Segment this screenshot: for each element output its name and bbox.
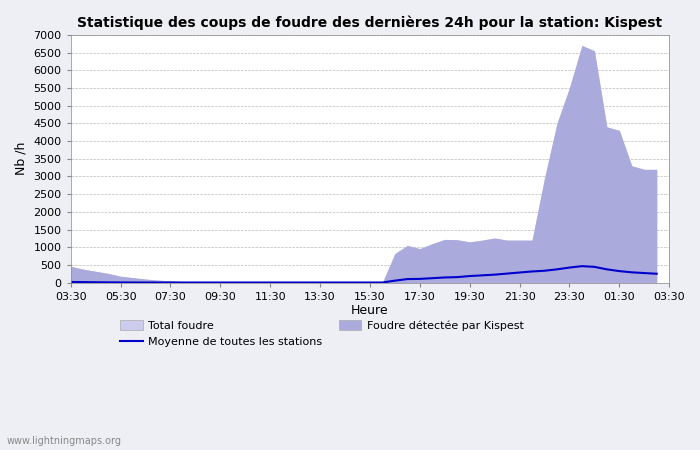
Y-axis label: Nb /h: Nb /h [15, 142, 28, 176]
X-axis label: Heure: Heure [351, 304, 388, 317]
Title: Statistique des coups de foudre des dernières 24h pour la station: Kispest: Statistique des coups de foudre des dern… [78, 15, 662, 30]
Legend: Total foudre, Moyenne de toutes les stations, Foudre détectée par Kispest: Total foudre, Moyenne de toutes les stat… [116, 315, 528, 351]
Text: www.lightningmaps.org: www.lightningmaps.org [7, 436, 122, 446]
